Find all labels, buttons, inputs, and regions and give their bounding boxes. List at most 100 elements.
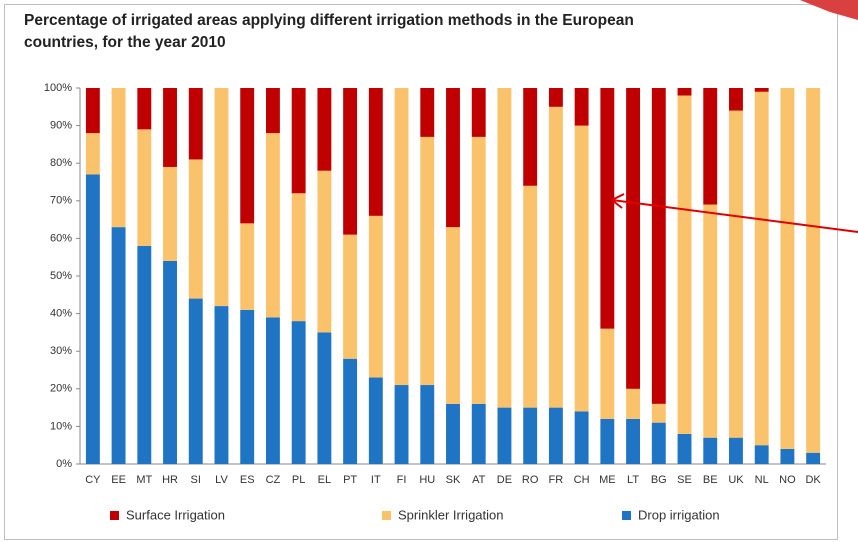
bar-segment (548, 88, 563, 107)
x-tick-label: EL (318, 474, 331, 486)
bar-segment (600, 88, 615, 329)
x-tick-label: EE (111, 474, 126, 486)
x-tick-label: SI (191, 474, 201, 486)
x-tick-label: ES (240, 474, 255, 486)
bar-segment (471, 403, 486, 464)
bar-segment (163, 260, 177, 464)
y-tick-label: 90% (50, 120, 72, 132)
bar-segment (523, 407, 538, 464)
bar-segment (240, 223, 255, 310)
x-tick-label: PT (343, 474, 357, 486)
y-tick-label: 80% (50, 157, 72, 169)
bar-segment (137, 88, 152, 130)
annotation-arrow (611, 199, 858, 233)
x-tick-label: LT (627, 474, 639, 486)
x-tick-label: ME (599, 474, 616, 486)
bar-segment (368, 88, 383, 216)
y-tick-label: 40% (50, 308, 72, 320)
x-tick-label: NL (755, 474, 769, 486)
x-tick-label: IT (371, 474, 381, 486)
x-tick-label: DE (497, 474, 512, 486)
bar-segment (317, 332, 332, 464)
bar-segment (394, 385, 409, 464)
bar-segment (163, 88, 177, 167)
legend-label: Surface Irrigation (126, 507, 225, 522)
bar-segment (471, 88, 486, 137)
bar-segment (626, 418, 641, 464)
bar-segment (111, 227, 126, 464)
x-tick-label: FI (397, 474, 407, 486)
y-tick-label: 100% (44, 82, 72, 94)
legend-label: Drop irrigation (638, 507, 720, 522)
bar-segment (651, 403, 666, 423)
bar-segment (780, 448, 795, 464)
x-tick-label: SK (446, 474, 461, 486)
bar-segment (265, 133, 280, 318)
bar-segment (754, 91, 769, 446)
y-tick-label: 10% (50, 420, 72, 432)
bar-segment (368, 215, 383, 378)
bar-segment (471, 136, 486, 404)
y-tick-label: 70% (50, 195, 72, 207)
x-tick-label: MT (136, 474, 152, 486)
bar-segment (497, 407, 512, 464)
x-tick-label: BG (651, 474, 667, 486)
y-tick-label: 30% (50, 345, 72, 357)
legend-swatch (622, 511, 631, 520)
x-tick-label: LV (215, 474, 228, 486)
bar-segment (394, 88, 409, 386)
bar-segment (317, 170, 332, 333)
x-tick-label: HU (419, 474, 435, 486)
x-tick-label: BE (703, 474, 718, 486)
bar-segment (446, 227, 460, 404)
chart-title: Percentage of irrigated areas applying d… (24, 12, 634, 51)
bar-segment (703, 88, 718, 205)
x-tick-label: HR (162, 474, 178, 486)
bar-segment (214, 306, 229, 464)
bar-segment (626, 388, 641, 419)
y-tick-label: 20% (50, 383, 72, 395)
bar-segment (677, 95, 692, 434)
x-tick-label: RO (522, 474, 539, 486)
bar-segment (137, 245, 152, 464)
bar-segment (574, 88, 589, 126)
x-tick-label: CH (574, 474, 590, 486)
bar-segment (600, 418, 615, 464)
legend-swatch (382, 511, 391, 520)
bar-segment (523, 88, 538, 186)
bar-segment (317, 88, 332, 171)
bar-segment (703, 204, 718, 438)
bar-segment (343, 358, 358, 464)
bar-segment (240, 88, 255, 224)
bar-segment (574, 411, 589, 464)
y-tick-label: 0% (56, 458, 72, 470)
x-tick-label: CY (85, 474, 101, 486)
bar-segment (497, 88, 512, 408)
bar-segment (651, 422, 666, 464)
y-tick-label: 60% (50, 232, 72, 244)
bar-segment (446, 88, 460, 228)
bar-segment (806, 452, 821, 464)
bar-segment (626, 88, 641, 389)
bar-segment (85, 88, 100, 134)
x-tick-label: NO (779, 474, 796, 486)
bar-segment (343, 88, 358, 235)
background-fragment (800, 0, 858, 20)
bar-segment (188, 298, 203, 464)
bar-segment (729, 88, 743, 111)
bar-segment (780, 88, 795, 449)
bar-segment (265, 88, 280, 134)
bar-segment (368, 377, 383, 464)
x-tick-label: UK (728, 474, 744, 486)
bar-segment (420, 136, 435, 386)
legend-swatch (110, 511, 119, 520)
bar-segment (188, 88, 203, 160)
bar-segment (729, 437, 743, 464)
bar-segment (343, 234, 358, 359)
y-tick-label: 50% (50, 270, 72, 282)
bar-segment (574, 125, 589, 412)
bar-segment (729, 110, 743, 438)
bar-segment (85, 174, 100, 465)
bar-segment (754, 445, 769, 464)
